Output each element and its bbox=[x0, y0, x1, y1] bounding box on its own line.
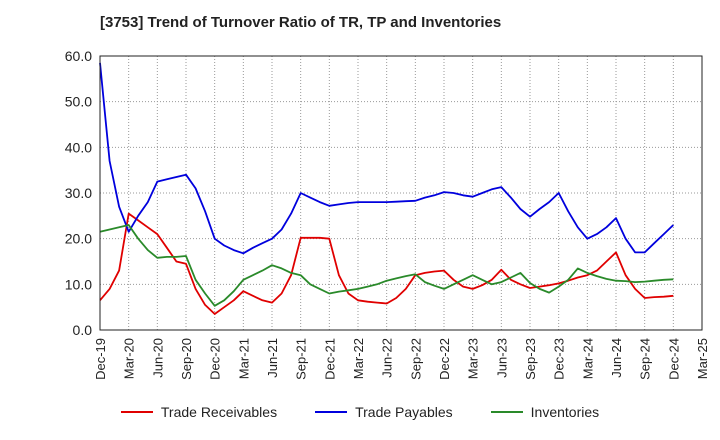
x-tick-label: Sep-20 bbox=[179, 338, 194, 380]
grid-lines bbox=[99, 55, 703, 331]
y-tick-label: 10.0 bbox=[65, 276, 92, 292]
series-line-trade-payables bbox=[99, 62, 674, 255]
x-tick-label: Dec-24 bbox=[666, 338, 681, 380]
x-tick-label: Dec-22 bbox=[437, 338, 452, 380]
series-lines bbox=[99, 62, 674, 315]
x-tick-label: Mar-23 bbox=[466, 338, 481, 379]
x-tick-label: Sep-22 bbox=[408, 338, 423, 380]
y-tick-label: 60.0 bbox=[65, 48, 92, 64]
legend-item-trade-payables: Trade Payables bbox=[315, 404, 453, 420]
x-tick-label: Mar-22 bbox=[351, 338, 366, 379]
x-tick-label: Jun-22 bbox=[380, 338, 395, 378]
x-tick-label: Sep-23 bbox=[523, 338, 538, 380]
x-tick-label: Mar-25 bbox=[695, 338, 710, 379]
x-tick-label: Dec-21 bbox=[322, 338, 337, 380]
legend-item-inventories: Inventories bbox=[490, 404, 600, 420]
x-tick-label: Mar-20 bbox=[122, 338, 137, 379]
y-tick-label: 50.0 bbox=[65, 94, 92, 110]
legend-swatch-trade-payables bbox=[315, 411, 348, 413]
x-axis-tick-labels: Dec-19 Mar-20 Jun-20 Sep-20 Dec-20 Mar-21 Jun-… bbox=[93, 338, 710, 380]
legend-item-trade-receivables: Trade Receivables bbox=[120, 404, 278, 420]
x-tick-label: Mar-21 bbox=[236, 338, 251, 379]
y-tick-label: 30.0 bbox=[65, 185, 92, 201]
legend-label-trade-payables: Trade Payables bbox=[355, 404, 453, 420]
y-axis-tick-labels: 0.0 10.0 20.0 30.0 40.0 50.0 60.0 bbox=[65, 48, 92, 338]
series-line-trade-receivables bbox=[99, 212, 674, 315]
plot-frame bbox=[99, 55, 703, 331]
x-tick-label: Jun-21 bbox=[265, 338, 280, 378]
x-tick-label: Jun-23 bbox=[494, 338, 509, 378]
legend-swatch-trade-receivables bbox=[120, 411, 153, 413]
x-tick-label: Dec-20 bbox=[208, 338, 223, 380]
x-tick-label: Sep-21 bbox=[294, 338, 309, 380]
x-tick-label: Mar-24 bbox=[580, 338, 595, 379]
y-tick-label: 40.0 bbox=[65, 139, 92, 155]
y-tick-label: 0.0 bbox=[73, 322, 93, 338]
x-tick-label: Jun-24 bbox=[609, 338, 624, 378]
legend-label-inventories: Inventories bbox=[530, 404, 600, 420]
chart-title: [3753] Trend of Turnover Ratio of TR, TP… bbox=[100, 14, 502, 31]
series-line-inventories bbox=[99, 224, 674, 307]
x-tick-label: Jun-20 bbox=[150, 338, 165, 378]
chart-legend: Trade Receivables Trade Payables Invento… bbox=[0, 404, 720, 420]
legend-label-trade-receivables: Trade Receivables bbox=[160, 404, 278, 420]
x-tick-label: Dec-19 bbox=[93, 338, 108, 380]
x-tick-label: Dec-23 bbox=[552, 338, 567, 380]
legend-swatch-inventories bbox=[490, 411, 523, 413]
x-tick-label: Sep-24 bbox=[638, 338, 653, 380]
y-tick-label: 20.0 bbox=[65, 231, 92, 247]
